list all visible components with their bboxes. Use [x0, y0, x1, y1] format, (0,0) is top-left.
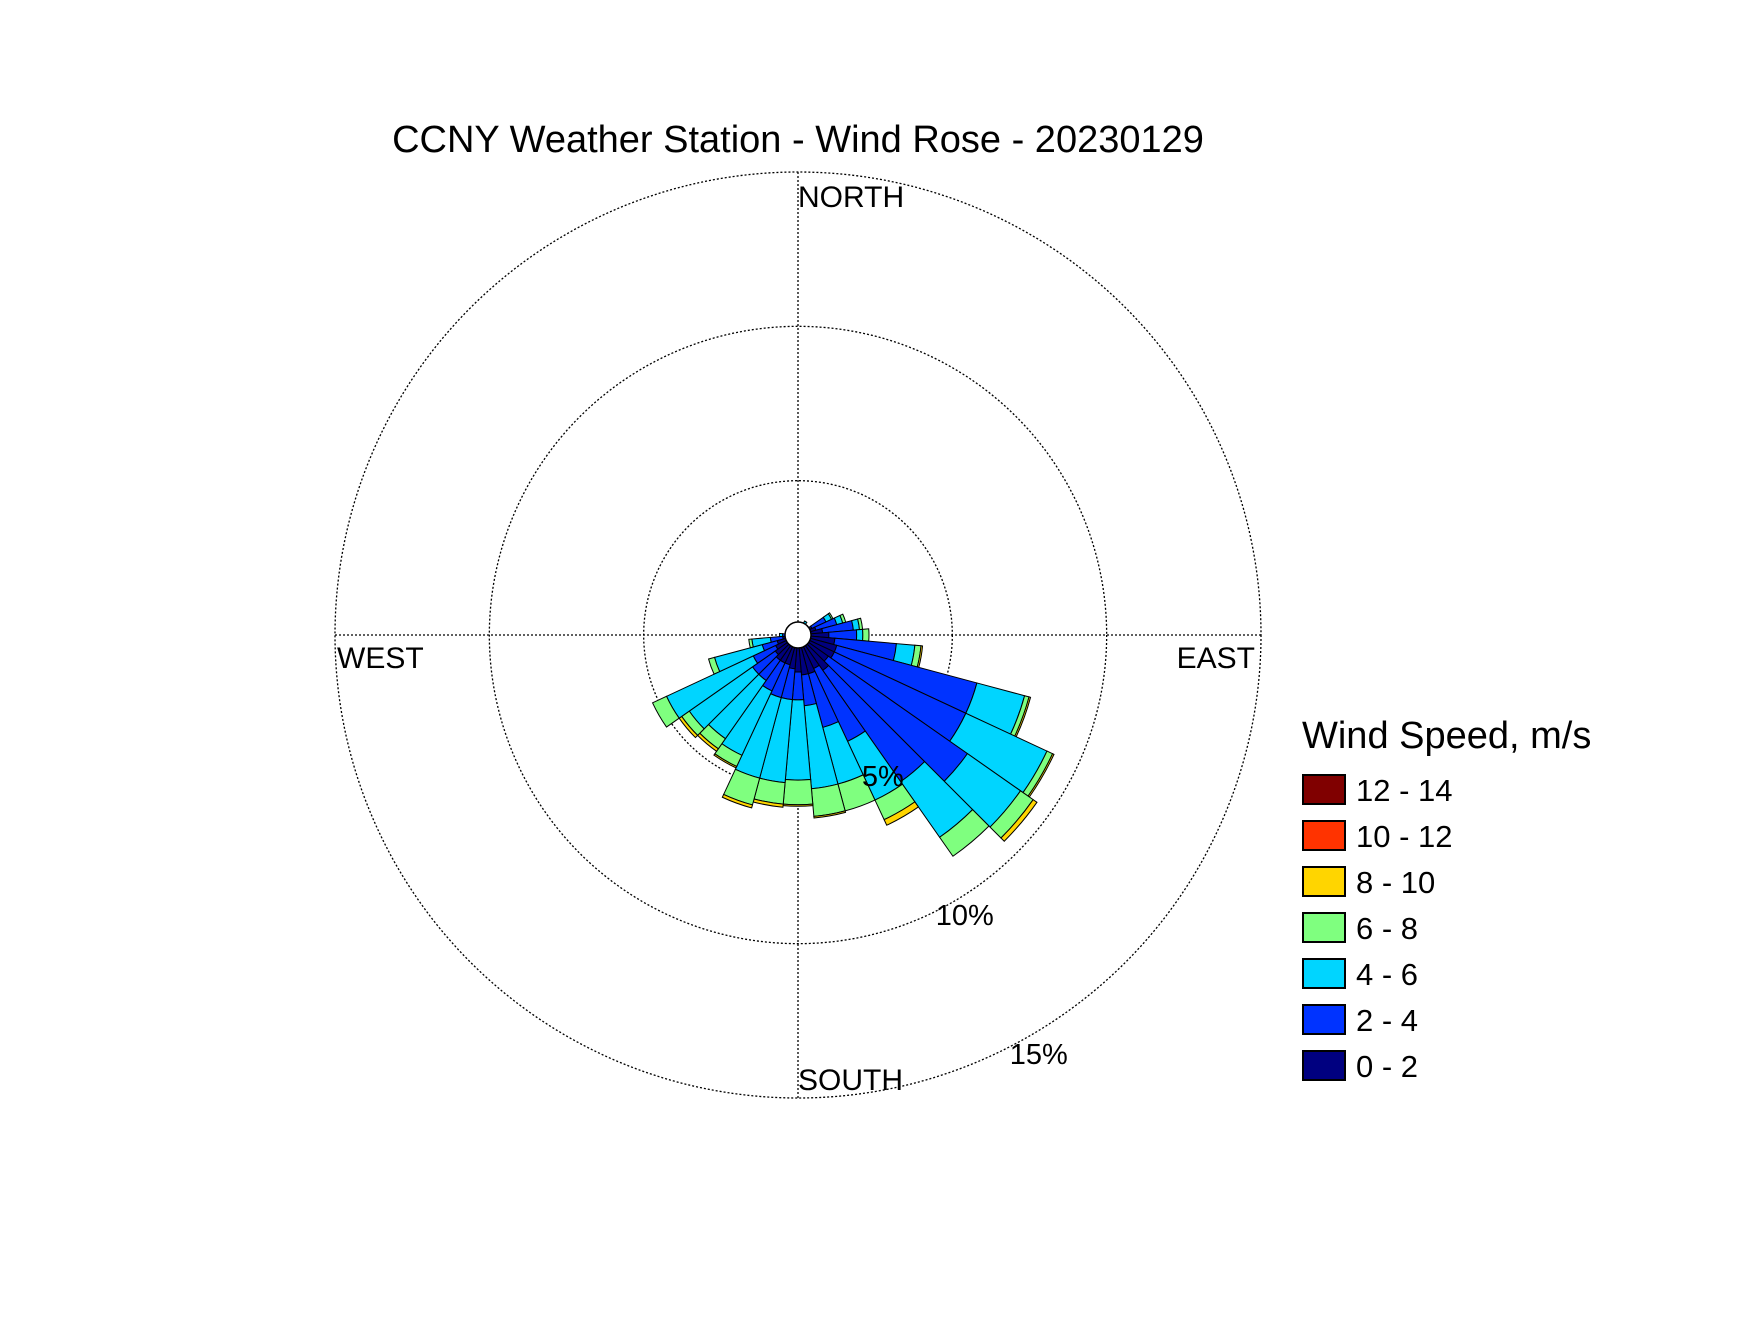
sector-210 — [713, 634, 799, 769]
legend-label: 6 - 8 — [1356, 911, 1418, 946]
legend-title: Wind Speed, m/s — [1302, 715, 1591, 757]
sector-150-bin-4 — [883, 801, 920, 826]
east-label: EAST — [1177, 642, 1255, 675]
sector-200-bin-4 — [721, 793, 754, 809]
sector-90 — [797, 628, 870, 642]
polar-grid — [334, 171, 1262, 1099]
sector-140-bin-3 — [938, 808, 990, 857]
legend-label: 4 - 6 — [1356, 957, 1418, 992]
sector-90-bin-2 — [855, 628, 864, 642]
legend-swatch — [1302, 820, 1346, 851]
sector-250-bin-3 — [707, 656, 721, 675]
sector-150 — [797, 634, 920, 826]
sector-240 — [651, 634, 799, 728]
sector-180-bin-3 — [782, 778, 814, 806]
sector-180-bin-4 — [782, 803, 814, 807]
legend-swatch — [1302, 866, 1346, 897]
sector-240-bin-3 — [651, 695, 680, 728]
west-label: WEST — [337, 642, 424, 675]
sector-210-bin-4 — [713, 753, 738, 769]
south-label: SOUTH — [798, 1064, 903, 1097]
ring-label-1: 5% — [862, 761, 904, 793]
legend-label: 0 - 2 — [1356, 1049, 1418, 1084]
legend-label: 12 - 14 — [1356, 773, 1453, 808]
legend-swatch — [1302, 912, 1346, 943]
legend-label: 2 - 4 — [1356, 1003, 1418, 1038]
center-hole — [784, 621, 812, 649]
legend-swatch — [1302, 1050, 1346, 1081]
sector-110 — [797, 634, 1032, 738]
wind-sectors — [651, 612, 1055, 857]
sector-270-bin-2 — [778, 632, 784, 638]
legend-swatch — [1302, 774, 1346, 805]
legend: Wind Speed, m/s 12 - 14 10 - 12 8 - 10 6 - … — [1302, 715, 1591, 1084]
sector-170-bin-4 — [813, 810, 847, 819]
grid-ring-2 — [488, 325, 1108, 945]
ring-labels: 5% 10% 15% — [862, 761, 1068, 1071]
sector-140 — [797, 634, 990, 857]
chart-title: CCNY Weather Station - Wind Rose - 20230… — [392, 119, 1204, 161]
sector-260-bin-3 — [748, 638, 754, 649]
ring-label-3: 15% — [1010, 1039, 1068, 1071]
ring-label-2: 10% — [936, 900, 994, 932]
legend-swatch — [1302, 958, 1346, 989]
sector-170 — [797, 634, 847, 819]
sector-130-bin-4 — [1000, 798, 1038, 842]
sector-180 — [782, 634, 814, 807]
legend-swatch — [1302, 1004, 1346, 1035]
sector-190 — [752, 634, 799, 808]
legend-label: 10 - 12 — [1356, 819, 1453, 854]
legend-label: 8 - 10 — [1356, 865, 1435, 900]
north-label: NORTH — [798, 181, 904, 214]
sector-90-bin-3 — [862, 628, 870, 642]
